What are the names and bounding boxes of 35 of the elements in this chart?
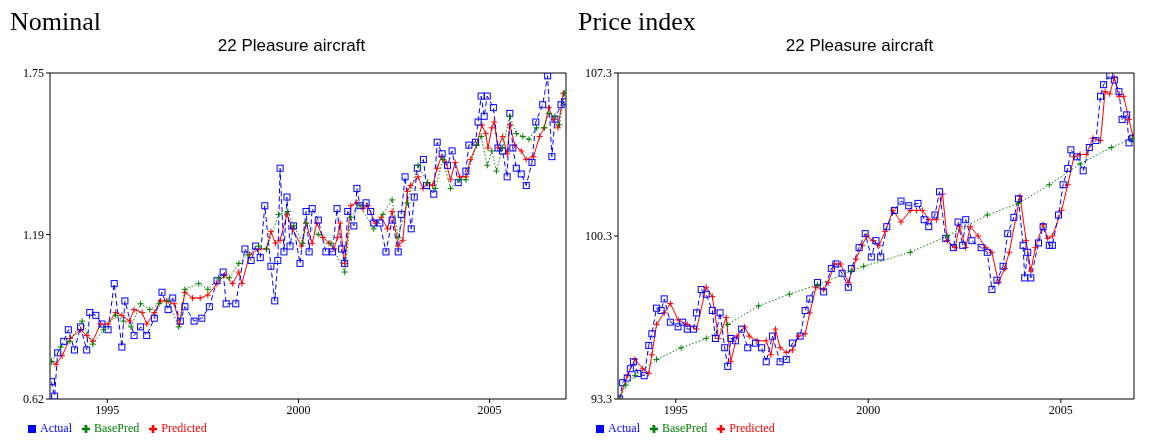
point xyxy=(1045,181,1053,189)
x-tick-label: 2005 xyxy=(477,402,502,417)
legend-label: BasePred xyxy=(94,421,140,435)
chart-subtitle: 22 Pleasure aircraft xyxy=(784,36,935,57)
y-tick-label: 107.3 xyxy=(585,66,612,81)
x-tick-label: 2000 xyxy=(856,402,881,417)
x-tick-label: 2000 xyxy=(286,402,311,417)
y-tick-label: 100.3 xyxy=(585,229,612,244)
point xyxy=(653,355,661,363)
legend-label: Predicted xyxy=(729,421,775,435)
point xyxy=(1107,144,1115,152)
legend-label: Actual xyxy=(40,421,72,435)
point xyxy=(702,334,710,342)
point xyxy=(724,320,732,328)
x-tick-label: 1995 xyxy=(95,402,120,417)
point xyxy=(785,290,793,298)
y-tick-label: 0.62 xyxy=(23,392,44,407)
chart-title: Nominal xyxy=(9,7,102,36)
point xyxy=(860,262,868,270)
point xyxy=(1076,160,1084,168)
legend-label: Actual xyxy=(608,421,640,435)
chart-title: Price index xyxy=(577,7,697,36)
y-tick-label: 93.3 xyxy=(591,392,612,407)
point xyxy=(677,344,685,352)
point xyxy=(1014,199,1022,207)
point xyxy=(755,302,763,310)
chart-subtitle: 22 Pleasure aircraft xyxy=(216,36,367,57)
y-tick-label: 1.19 xyxy=(23,227,44,242)
legend-label: BasePred xyxy=(662,421,708,435)
y-tick-label: 1.75 xyxy=(23,66,44,81)
x-tick-label: 2005 xyxy=(1048,402,1073,417)
x-tick-label: 1995 xyxy=(663,402,688,417)
point xyxy=(983,211,991,219)
point xyxy=(906,248,914,256)
legend-label: Predicted xyxy=(161,421,207,435)
